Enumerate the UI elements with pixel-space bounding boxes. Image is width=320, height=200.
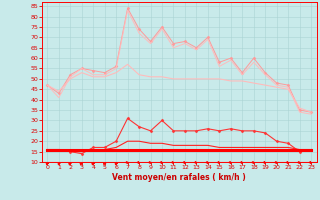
X-axis label: Vent moyen/en rafales ( km/h ): Vent moyen/en rafales ( km/h )	[112, 173, 246, 182]
